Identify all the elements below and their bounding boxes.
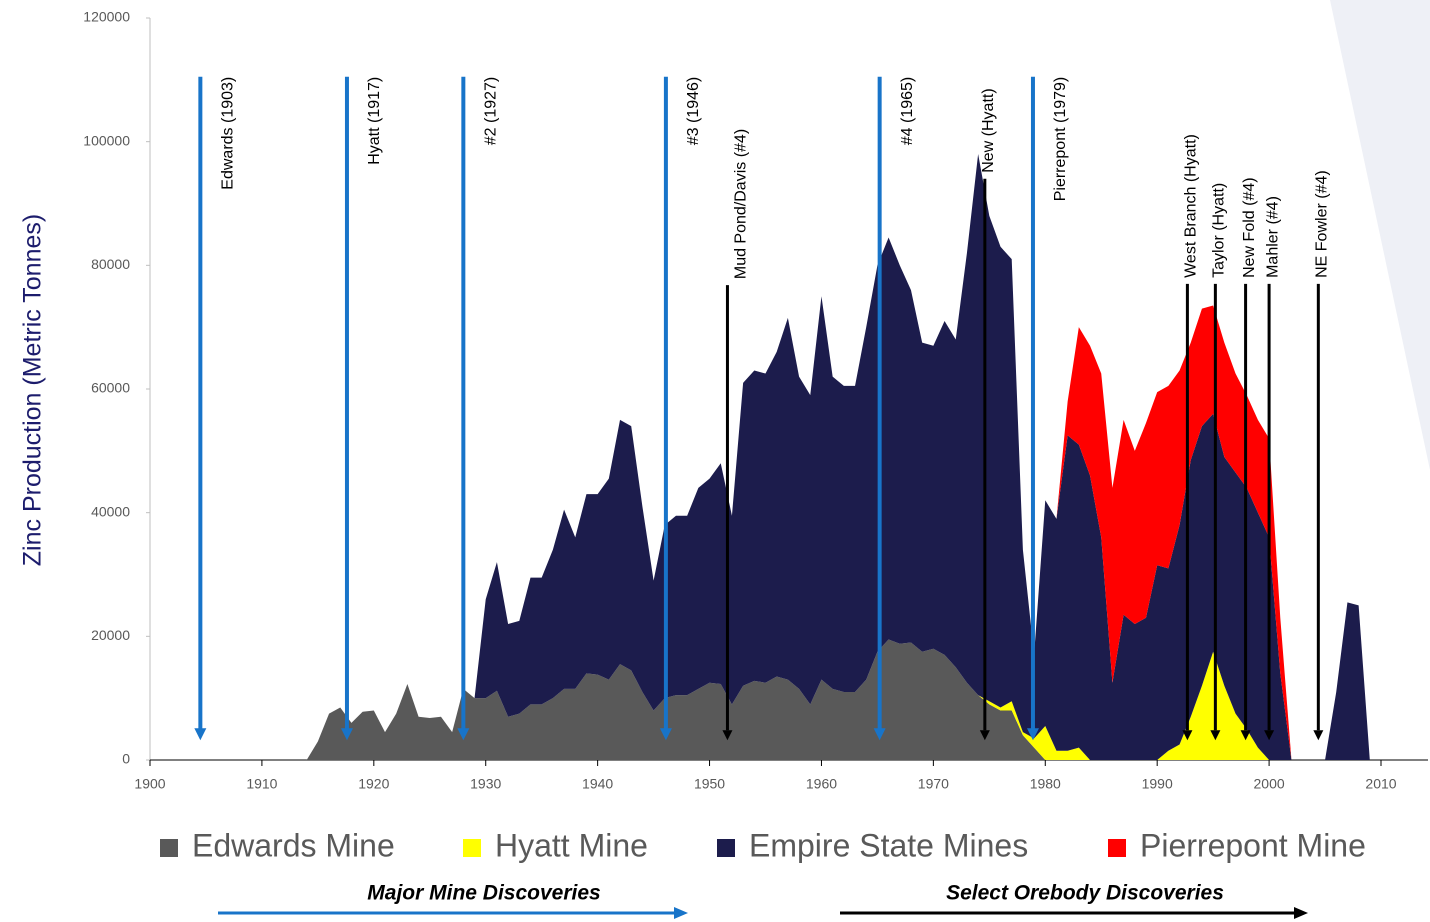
area	[306, 154, 1370, 761]
annotation-label: #4 (1965)	[899, 77, 916, 146]
footnote-arrow-head	[1294, 907, 1308, 919]
y-tick-label: 60000	[91, 380, 130, 396]
arrow-head	[340, 728, 353, 741]
legend-swatch	[1108, 839, 1126, 857]
legend-label: Edwards Mine	[192, 827, 395, 863]
legend-swatch	[717, 839, 735, 857]
y-tick-label: 20000	[91, 627, 130, 643]
legend-label: Hyatt Mine	[495, 827, 648, 863]
annotation-label: #2 (1927)	[483, 77, 500, 146]
arrow-head	[457, 728, 470, 741]
x-tick-label: 1950	[694, 776, 725, 792]
legend-label: Empire State Mines	[749, 827, 1028, 863]
area	[306, 639, 1370, 760]
x-tick-label: 2000	[1254, 776, 1285, 792]
legend-swatch	[160, 839, 178, 857]
y-tick-label: 120000	[83, 9, 130, 25]
annotation-label: New Fold (#4)	[1241, 177, 1258, 277]
arrow-head	[1026, 728, 1039, 741]
x-tick-label: 1970	[918, 776, 949, 792]
y-tick-label: 0	[122, 751, 130, 767]
arrow-head	[722, 730, 733, 741]
arrow-head	[194, 728, 207, 741]
x-tick-label: 1900	[134, 776, 165, 792]
x-tick-label: 2010	[1365, 776, 1396, 792]
annotation-label: New (Hyatt)	[980, 88, 997, 172]
area	[306, 154, 1370, 761]
y-tick-label: 40000	[91, 503, 130, 519]
annotation-label: #3 (1946)	[685, 77, 702, 146]
arrow-head	[873, 728, 886, 741]
annotation-label: Mahler (#4)	[1264, 196, 1281, 278]
y-tick-label: 100000	[83, 132, 130, 148]
footnote: Select Orebody Discoveries	[946, 882, 1224, 905]
annotation-label: Mud Pond/Davis (#4)	[733, 129, 750, 279]
y-axis-title: Zinc Production (Metric Tonnes)	[19, 214, 47, 566]
y-tick-label: 80000	[91, 256, 130, 272]
background-shape	[1330, 0, 1430, 470]
x-tick-label: 1910	[246, 776, 277, 792]
arrow-head	[1240, 730, 1251, 741]
footnote-arrow-head	[674, 907, 688, 919]
arrow-head	[1210, 730, 1221, 741]
legend-swatch	[463, 839, 481, 857]
arrow-head	[979, 730, 990, 741]
legend-label: Pierrepont Mine	[1140, 827, 1366, 863]
annotation-label: Pierrepont (1979)	[1052, 77, 1069, 202]
x-tick-label: 1930	[470, 776, 501, 792]
x-tick-label: 1920	[358, 776, 389, 792]
footnote: Major Mine Discoveries	[367, 882, 600, 905]
annotation-label: NE Fowler (#4)	[1314, 170, 1331, 278]
arrow-head	[659, 728, 672, 741]
x-tick-label: 1960	[806, 776, 837, 792]
annotation-label: West Branch (Hyatt)	[1183, 134, 1200, 278]
annotation-label: Hyatt (1917)	[366, 77, 383, 165]
x-tick-label: 1980	[1030, 776, 1061, 792]
arrow-head	[1264, 730, 1275, 741]
arrow-head	[1313, 730, 1324, 741]
annotation-label: Taylor (Hyatt)	[1211, 183, 1228, 278]
annotation-label: Edwards (1903)	[220, 77, 237, 190]
x-tick-label: 1940	[582, 776, 613, 792]
arrow-head	[1182, 730, 1193, 741]
x-tick-label: 1990	[1142, 776, 1173, 792]
